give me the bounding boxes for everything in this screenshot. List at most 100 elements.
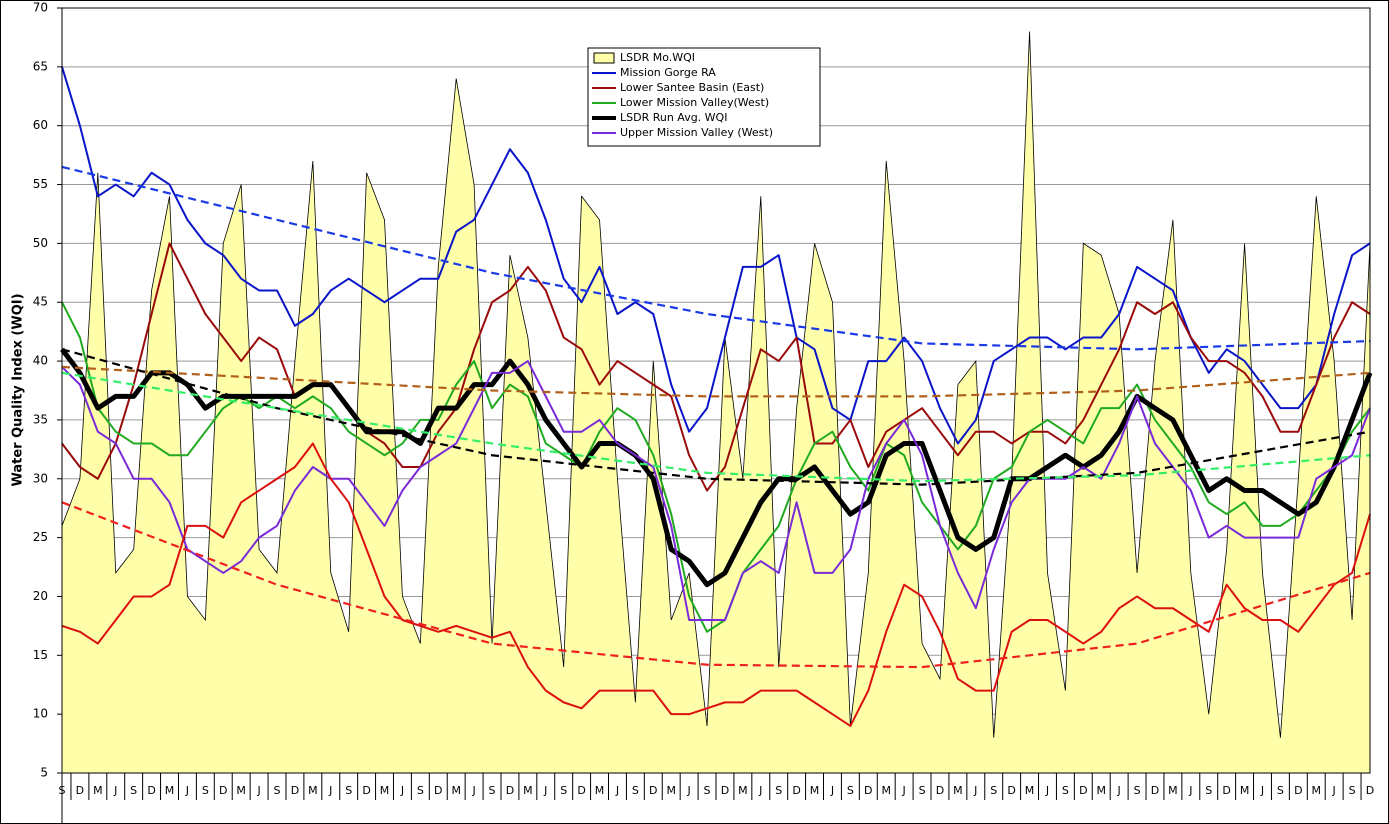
legend-label: Lower Mission Valley(West) bbox=[620, 96, 769, 109]
y-tick-label: 5 bbox=[40, 766, 48, 780]
x-tick-label: J bbox=[686, 784, 690, 797]
x-tick-label: J bbox=[185, 784, 189, 797]
x-tick-label: D bbox=[506, 784, 514, 797]
y-tick-label: 45 bbox=[33, 295, 48, 309]
y-tick-label: 35 bbox=[33, 412, 48, 426]
y-tick-label: 30 bbox=[33, 471, 48, 485]
x-tick-label: S bbox=[202, 784, 209, 797]
trend-line bbox=[61, 371, 1371, 483]
y-tick-label: 70 bbox=[33, 1, 48, 15]
x-tick-label: D bbox=[1294, 784, 1302, 797]
y-tick-label: 20 bbox=[33, 589, 48, 603]
x-tick-label: D bbox=[76, 784, 84, 797]
x-tick-label: D bbox=[147, 784, 155, 797]
x-tick-label: J bbox=[256, 784, 260, 797]
x-tick-label: S bbox=[560, 784, 567, 797]
x-tick-label: M bbox=[1096, 784, 1106, 797]
x-tick-label: M bbox=[1025, 784, 1035, 797]
x-tick-label: J bbox=[1332, 784, 1336, 797]
x-tick-label: S bbox=[489, 784, 496, 797]
x-tick-label: S bbox=[345, 784, 352, 797]
x-tick-label: D bbox=[649, 784, 657, 797]
x-tick-label: S bbox=[1349, 784, 1356, 797]
x-tick-label: S bbox=[704, 784, 711, 797]
trend-line bbox=[61, 365, 1371, 398]
trend-line bbox=[61, 165, 1371, 351]
x-tick-label: M bbox=[595, 784, 605, 797]
x-tick-label: S bbox=[1062, 784, 1069, 797]
y-tick-label: 25 bbox=[33, 530, 48, 544]
x-tick-label: J bbox=[902, 784, 906, 797]
x-tick-label: D bbox=[434, 784, 442, 797]
x-tick-label: M bbox=[666, 784, 676, 797]
x-tick-label: D bbox=[577, 784, 585, 797]
x-tick-label: J bbox=[615, 784, 619, 797]
x-tick-label: D bbox=[219, 784, 227, 797]
x-tick-label: M bbox=[738, 784, 748, 797]
legend-label: Lower Santee Basin (East) bbox=[620, 81, 764, 94]
x-tick-label: M bbox=[881, 784, 891, 797]
series-line bbox=[61, 442, 1371, 727]
y-tick-label: 65 bbox=[33, 59, 48, 73]
x-tick-label: M bbox=[93, 784, 103, 797]
x-tick-label: S bbox=[417, 784, 424, 797]
x-tick-label: M bbox=[523, 784, 533, 797]
legend-label: LSDR Mo.WQI bbox=[620, 51, 695, 64]
x-tick-label: M bbox=[1240, 784, 1250, 797]
y-tick-label: 10 bbox=[33, 707, 48, 721]
x-tick-label: S bbox=[847, 784, 854, 797]
x-tick-label: J bbox=[973, 784, 977, 797]
legend-label: Upper Mission Valley (West) bbox=[620, 126, 773, 139]
x-tick-label: J bbox=[758, 784, 762, 797]
x-tick-label: M bbox=[165, 784, 175, 797]
x-tick-label: D bbox=[936, 784, 944, 797]
x-tick-label: M bbox=[308, 784, 318, 797]
x-tick-label: S bbox=[130, 784, 137, 797]
x-tick-label: S bbox=[775, 784, 782, 797]
legend-label: Mission Gorge RA bbox=[620, 66, 716, 79]
x-tick-label: M bbox=[1311, 784, 1321, 797]
x-tick-label: D bbox=[1366, 784, 1374, 797]
x-tick-label: D bbox=[721, 784, 729, 797]
x-tick-label: M bbox=[451, 784, 461, 797]
x-tick-label: J bbox=[1045, 784, 1049, 797]
trend-line bbox=[61, 501, 1371, 669]
x-tick-label: S bbox=[1134, 784, 1141, 797]
x-tick-label: J bbox=[400, 784, 404, 797]
x-tick-label: J bbox=[1188, 784, 1192, 797]
x-tick-label: D bbox=[1079, 784, 1087, 797]
x-tick-label: D bbox=[1007, 784, 1015, 797]
x-tick-label: S bbox=[1205, 784, 1212, 797]
y-tick-label: 60 bbox=[33, 118, 48, 132]
y-tick-label: 50 bbox=[33, 236, 48, 250]
y-tick-label: 55 bbox=[33, 177, 48, 191]
x-tick-label: M bbox=[810, 784, 820, 797]
x-tick-label: S bbox=[990, 784, 997, 797]
x-tick-label: J bbox=[471, 784, 475, 797]
y-tick-label: 40 bbox=[33, 354, 48, 368]
x-tick-label: D bbox=[864, 784, 872, 797]
x-tick-label: D bbox=[1151, 784, 1159, 797]
series-line bbox=[60, 347, 1373, 588]
x-tick-label: J bbox=[1260, 784, 1264, 797]
legend-swatch bbox=[593, 52, 615, 64]
legend-box bbox=[587, 47, 821, 147]
series-line bbox=[61, 66, 1371, 445]
x-tick-label: D bbox=[1222, 784, 1230, 797]
legend-label: LSDR Run Avg. WQI bbox=[620, 111, 727, 124]
x-tick-label: J bbox=[830, 784, 834, 797]
x-tick-label: S bbox=[274, 784, 281, 797]
x-tick-label: J bbox=[543, 784, 547, 797]
x-tick-label: M bbox=[236, 784, 246, 797]
x-tick-label: J bbox=[328, 784, 332, 797]
x-tick-label: S bbox=[1277, 784, 1284, 797]
x-tick-label: M bbox=[380, 784, 390, 797]
x-tick-label: S bbox=[919, 784, 926, 797]
x-tick-label: S bbox=[632, 784, 639, 797]
series-line bbox=[61, 360, 1371, 621]
y-axis-title: Water Quality Index (WQI) bbox=[11, 293, 26, 486]
x-tick-label: J bbox=[113, 784, 117, 797]
x-tick-label: M bbox=[1168, 784, 1178, 797]
trend-line bbox=[61, 348, 1371, 486]
